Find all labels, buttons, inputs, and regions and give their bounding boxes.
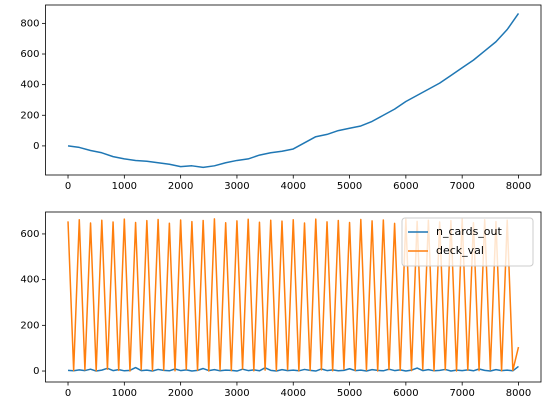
y-tick-label: 600 [20,49,39,60]
y-tick-label: 400 [20,80,39,91]
x-tick-label: 8000 [506,388,531,399]
x-tick-label: 0 [65,181,71,192]
y-tick-label: 200 [20,320,39,331]
plot-area [67,217,520,372]
x-tick-label: 4000 [281,388,306,399]
legend-label: deck_val [436,244,484,257]
legend-box [401,217,534,267]
legend-label: n_cards_out [436,225,503,238]
y-tick-label: 0 [33,366,39,377]
x-tick-label: 6000 [393,181,418,192]
x-tick-label: 2000 [168,181,193,192]
x-tick-label: 3000 [224,388,249,399]
data-line [67,217,520,372]
y-tick-label: 0 [33,141,39,152]
x-tick-label: 1000 [112,181,137,192]
data-line [67,365,519,372]
x-tick-label: 7000 [449,388,474,399]
data-line [67,12,520,169]
x-tick-label: 2000 [168,388,193,399]
x-tick-label: 4000 [281,181,306,192]
y-tick-label: 400 [20,275,39,286]
y-tick-label: 200 [20,110,39,121]
x-tick-label: 6000 [393,388,418,399]
x-tick-label: 5000 [337,388,362,399]
x-tick-label: 1000 [112,388,137,399]
y-tick-label: 600 [20,229,39,240]
x-tick-label: 8000 [506,181,531,192]
y-tick-label: 800 [20,18,39,29]
plot-area [67,12,520,169]
x-tick-label: 5000 [337,181,362,192]
x-tick-label: 7000 [449,181,474,192]
x-tick-label: 3000 [224,181,249,192]
x-tick-label: 0 [65,388,71,399]
